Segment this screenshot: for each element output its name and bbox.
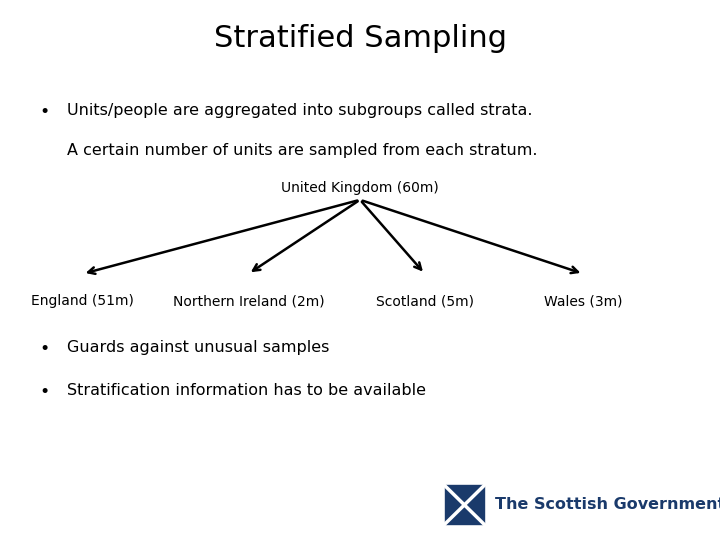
Bar — [445, 485, 485, 524]
Text: Scotland (5m): Scotland (5m) — [376, 294, 474, 308]
Text: Wales (3m): Wales (3m) — [544, 294, 623, 308]
Text: A certain number of units are sampled from each stratum.: A certain number of units are sampled fr… — [67, 143, 537, 158]
Text: •: • — [40, 103, 50, 120]
Text: Units/people are aggregated into subgroups called strata.: Units/people are aggregated into subgrou… — [67, 103, 533, 118]
Text: •: • — [40, 340, 50, 358]
Text: United Kingdom (60m): United Kingdom (60m) — [281, 181, 439, 195]
Text: •: • — [40, 383, 50, 401]
Text: Stratification information has to be available: Stratification information has to be ava… — [67, 383, 426, 399]
Text: England (51m): England (51m) — [32, 294, 134, 308]
Text: The Scottish Government: The Scottish Government — [495, 497, 720, 512]
Text: Northern Ireland (2m): Northern Ireland (2m) — [173, 294, 324, 308]
Text: Guards against unusual samples: Guards against unusual samples — [67, 340, 329, 355]
Text: Stratified Sampling: Stratified Sampling — [214, 24, 506, 53]
